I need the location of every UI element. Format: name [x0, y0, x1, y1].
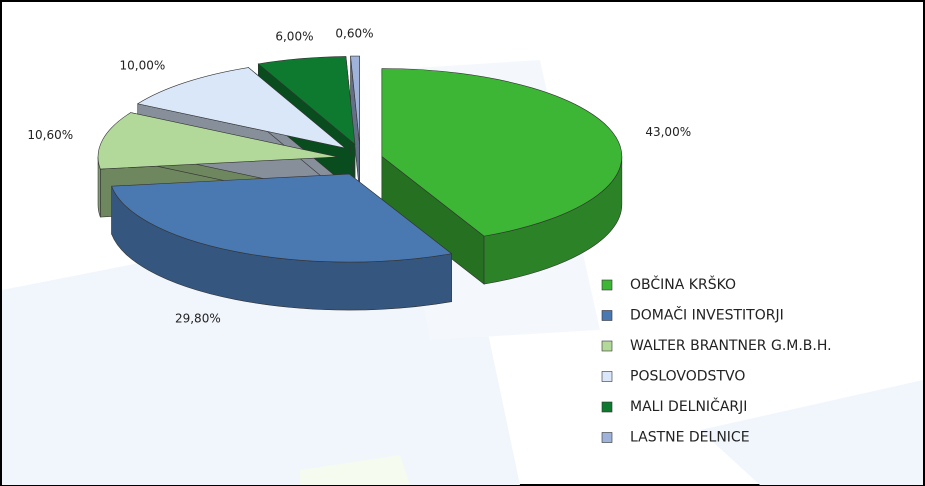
bg-shape	[300, 455, 410, 485]
legend-label: MALI DELNIČARJI	[630, 397, 747, 415]
slice	[111, 173, 453, 263]
legend-label: OBČINA KRŠKO	[630, 275, 736, 293]
slice	[257, 56, 356, 146]
value-label: 6,00%	[275, 30, 313, 44]
legend-label: POSLOVODSTVO	[630, 369, 745, 385]
legend-swatch	[601, 432, 613, 443]
legend-swatch	[601, 279, 613, 291]
slice	[350, 55, 360, 145]
value-label: 29,80%	[175, 311, 221, 325]
slice	[97, 112, 339, 170]
value-labels: 43,00% 29,80% 10,60% 10,00% 6,00% 0,60%	[27, 27, 691, 326]
legend-swatch	[601, 401, 613, 413]
legend: OBČINA KRŠKO DOMAČI INVESTITORJI WALTER BR…	[601, 275, 832, 446]
value-label: 10,00%	[119, 59, 165, 73]
pie-tops	[97, 55, 623, 263]
legend-label: LASTNE DELNICE	[630, 430, 750, 446]
slice	[381, 68, 623, 237]
legend-label: DOMAČI INVESTITORJI	[630, 306, 784, 324]
legend-swatch	[601, 340, 613, 352]
slice	[136, 67, 346, 149]
legend-swatch	[601, 371, 613, 382]
legend-swatch	[601, 310, 613, 321]
value-label: 0,60%	[335, 27, 373, 41]
value-label: 43,00%	[645, 125, 691, 139]
bg-shape	[700, 380, 923, 485]
legend-label: WALTER BRANTNER G.M.B.H.	[630, 338, 832, 354]
value-label: 10,60%	[27, 128, 73, 142]
